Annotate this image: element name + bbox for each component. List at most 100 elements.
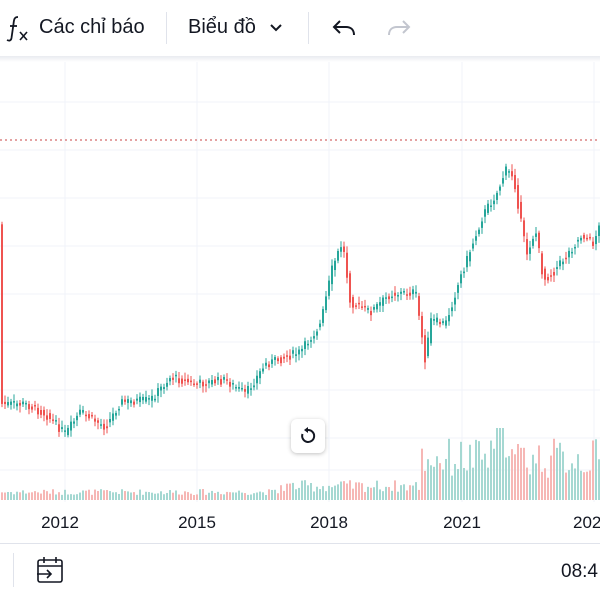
volume-bar [106, 490, 108, 500]
candle [202, 381, 204, 387]
volume-bar [199, 489, 201, 500]
redo-icon[interactable] [386, 16, 412, 40]
candle [85, 414, 87, 417]
volume-bar [562, 451, 564, 500]
candle [574, 246, 576, 249]
volume-bar [220, 494, 222, 500]
candle [406, 294, 408, 296]
indicators-label: Các chỉ báo [39, 16, 145, 38]
candle [478, 229, 480, 235]
price-chart[interactable]: 2012 2015 2018 2021 202 [0, 62, 600, 542]
candle [181, 378, 183, 384]
volume-bar [25, 493, 27, 500]
volume-bar [433, 466, 435, 500]
volume-bar [115, 492, 117, 500]
candle [322, 309, 324, 323]
toolbar-shadow [0, 56, 600, 62]
bottom-divider [0, 543, 600, 544]
volume-bar [352, 488, 354, 500]
candle [271, 359, 273, 364]
candle [520, 201, 522, 219]
volume-bar [298, 487, 300, 500]
volume-bar [289, 483, 291, 500]
candle [298, 349, 300, 355]
candle [40, 410, 42, 415]
candle [310, 340, 312, 342]
volume-bar [457, 469, 459, 500]
candle [517, 185, 519, 209]
candle [433, 319, 435, 321]
volume-bar [409, 485, 411, 500]
toolbar-divider [308, 12, 309, 44]
candle [91, 414, 93, 417]
volume-bar [55, 494, 57, 500]
volume-bar [217, 491, 219, 500]
candle [586, 237, 588, 240]
volume-bar [49, 493, 51, 500]
candle [25, 402, 27, 405]
function-fx-icon [6, 16, 28, 42]
volume-bar [142, 494, 144, 500]
candle [16, 403, 18, 407]
candle [364, 305, 366, 308]
volume-bar [244, 493, 246, 500]
candle [235, 386, 237, 389]
volume-bar [589, 470, 591, 500]
candle [538, 232, 540, 249]
candle [319, 323, 321, 328]
candle [409, 292, 411, 296]
volume-bar [76, 494, 78, 500]
volume-bar [160, 491, 162, 500]
volume-bar [397, 491, 399, 500]
volume-bar [493, 448, 495, 500]
candle [28, 404, 30, 410]
volume-bar [130, 492, 132, 500]
candle [352, 297, 354, 308]
volume-bar [547, 477, 549, 500]
volume-bar [88, 489, 90, 500]
candle [568, 250, 570, 258]
volume-bar [268, 489, 270, 500]
volume-bar [541, 471, 543, 500]
reset-chart-button[interactable] [291, 419, 325, 453]
candle [118, 408, 120, 411]
x-tick-label: 2015 [178, 513, 216, 532]
volume-bar [559, 442, 561, 500]
candle [565, 257, 567, 260]
volume-bar [4, 492, 6, 500]
volume-bar [190, 493, 192, 500]
volume-bar [328, 485, 330, 500]
candle [316, 331, 318, 336]
candle [487, 203, 489, 213]
candle [544, 268, 546, 280]
candle [13, 401, 15, 403]
toolbar: Các chỉ báo Biểu đồ [0, 0, 600, 56]
candle [367, 308, 369, 310]
volume-bar [181, 494, 183, 500]
candle [226, 379, 228, 381]
x-tick-label: 2018 [310, 513, 348, 532]
volume-bar [379, 489, 381, 500]
volume-bar [166, 492, 168, 500]
candle [451, 307, 453, 312]
volume-bar [364, 491, 366, 500]
volume-bar [67, 494, 69, 500]
candle [325, 296, 327, 311]
volume-bar [193, 494, 195, 500]
volume-bar [271, 489, 273, 500]
candle [178, 378, 180, 384]
candle [130, 400, 132, 404]
calendar-arrow-icon[interactable] [35, 555, 65, 585]
volume-bar [436, 456, 438, 500]
undo-icon[interactable] [331, 16, 357, 40]
volume-bar [205, 494, 207, 500]
candle [496, 192, 498, 200]
candle [553, 272, 555, 276]
volume-bar [73, 494, 75, 500]
volume-bar [391, 490, 393, 500]
volume-bar [406, 490, 408, 500]
volume-bar [487, 467, 489, 500]
volume-bar [208, 492, 210, 500]
volume-bar [322, 486, 324, 500]
candle [421, 316, 423, 338]
